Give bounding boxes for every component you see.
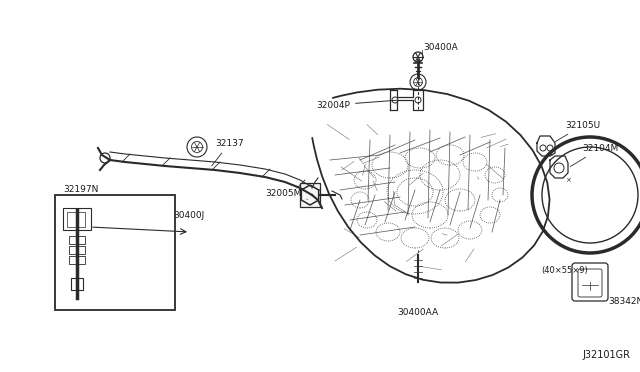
Text: 30400AA: 30400AA	[397, 308, 438, 317]
Bar	[71, 278, 83, 290]
Bar	[55, 195, 175, 310]
Text: 30400J: 30400J	[173, 211, 205, 220]
Text: 32137: 32137	[212, 139, 244, 166]
Bar	[67, 212, 85, 227]
Bar	[69, 256, 85, 264]
Text: 38342N: 38342N	[608, 298, 640, 307]
Text: 32105U: 32105U	[556, 121, 600, 142]
Bar	[63, 208, 91, 230]
FancyBboxPatch shape	[572, 263, 608, 301]
Bar	[300, 183, 320, 207]
Text: J32101GR: J32101GR	[582, 350, 630, 360]
Bar	[69, 236, 85, 244]
Text: 32005M: 32005M	[265, 189, 307, 199]
Text: 32197N: 32197N	[63, 185, 99, 194]
Bar	[69, 246, 85, 254]
Text: ×: ×	[547, 151, 553, 157]
Text: 30400A: 30400A	[423, 42, 458, 51]
Text: (40×55×9): (40×55×9)	[541, 266, 588, 275]
Text: ×: ×	[565, 177, 571, 183]
Text: 32004P: 32004P	[316, 100, 397, 109]
Text: 32104M: 32104M	[570, 144, 618, 167]
